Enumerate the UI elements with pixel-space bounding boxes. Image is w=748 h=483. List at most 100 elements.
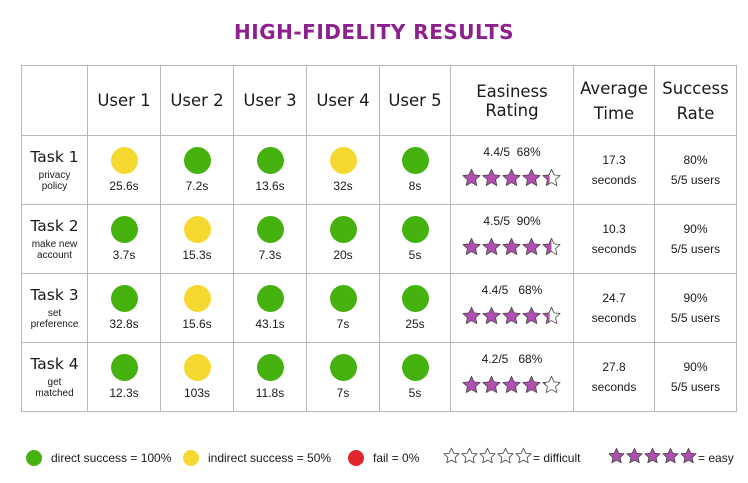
indirect-dot-icon [329,147,357,174]
easiness-cell: 4.4/5 68% [450,273,574,343]
success-dot-icon [329,285,357,312]
user-result-cell: 20s [306,204,380,274]
avg-time-cell: 10.3 seconds [573,204,655,274]
user-result-cell: 15.6s [160,273,234,343]
legend-fail: fail = 0% [348,446,419,470]
success-rate-cell: 90% 5/5 users [654,273,737,343]
completion-time: 20s [333,248,353,262]
success-dot-icon [401,147,429,174]
task-label-cell: Task 1 privacy policy [21,135,88,205]
yellow-dot-icon [183,450,199,466]
completion-time: 5s [408,248,422,262]
task-label-cell: Task 2 make new account [21,204,88,274]
user-result-cell: 11.8s [233,342,307,412]
user-result-cell: 7.3s [233,204,307,274]
completion-time: 7.2s [185,179,209,193]
task-label-cell: Task 3 set preference [21,273,88,343]
legend-fail-label: fail = 0% [373,451,420,465]
legend-difficult-label: = difficult [533,451,581,465]
success-rate-value: 90% [683,222,708,236]
success-dot-icon [256,147,284,174]
avg-time-value: 27.8 [602,360,626,374]
success-users: 5/5 users [670,173,721,187]
success-dot-icon [110,285,138,312]
red-dot-icon [348,450,364,466]
success-dot-icon [401,216,429,243]
avg-time-header-line2: Time [593,103,635,123]
rating-stars-icon [451,306,573,332]
task-title: Task 2 [30,217,79,235]
success-dot-icon [256,285,284,312]
user-result-cell: 32.8s [87,273,161,343]
user-result-cell: 25.6s [87,135,161,205]
user-result-cell: 7.2s [160,135,234,205]
completion-time: 25.6s [109,179,139,193]
success-rate-header-line2: Rate [676,103,715,123]
easiness-rating: 4.4/5 68% [481,282,543,297]
user-result-cell: 12.3s [87,342,161,412]
results-table: User 1 User 2 User 3 User 4 User 5 Easin… [21,65,737,412]
success-dot-icon [110,216,138,243]
completion-time: 7.3s [258,248,282,262]
full-stars-icon [608,447,698,469]
completion-time: 103s [183,386,211,400]
task-row: Task 3 set preference 32.8s 15.6s 43.1s 7s 25s 4… [21,273,737,343]
avg-time-value: 24.7 [602,291,626,305]
task-subtitle-line2: matched [35,388,74,399]
user-result-cell: 7s [306,342,380,412]
green-dot-icon [26,450,42,466]
avg-time-cell: 27.8 seconds [573,342,655,412]
task-title: Task 1 [30,148,79,166]
corner-cell [21,65,88,136]
task-row: Task 2 make new account 3.7s 15.3s 7.3s 20s 5s 4… [21,204,737,274]
success-dot-icon [110,354,138,381]
user-result-cell: 7s [306,273,380,343]
legend: direct success = 100% indirect success =… [0,446,748,470]
easiness-rating: 4.2/5 68% [481,351,543,366]
task-subtitle-line2: policy [41,181,68,192]
user-result-cell: 5s [379,204,451,274]
task-title: Task 4 [30,355,79,373]
legend-indirect-label: indirect success = 50% [208,451,332,465]
task-subtitle: set preference [22,308,87,330]
completion-time: 13.6s [255,179,285,193]
user-2-header: User 2 [160,65,234,136]
completion-time: 15.3s [182,248,212,262]
user-3-header: User 3 [233,65,307,136]
avg-time-unit: seconds [591,242,637,256]
completion-time: 32.8s [109,317,139,331]
avg-time-cell: 24.7 seconds [573,273,655,343]
task-subtitle-line2: preference [30,319,79,330]
task-subtitle-line1: set [47,308,62,319]
success-users: 5/5 users [670,311,721,325]
legend-difficult: = difficult [443,446,580,470]
success-rate-header: Success Rate [654,65,737,136]
user-result-cell: 5s [379,342,451,412]
completion-time: 12.3s [109,386,139,400]
completion-time: 5s [408,386,422,400]
success-dot-icon [329,354,357,381]
success-dot-icon [329,216,357,243]
task-subtitle: privacy policy [22,170,87,192]
completion-time: 43.1s [255,317,285,331]
easiness-cell: 4.5/5 90% [450,204,574,274]
completion-time: 3.7s [112,248,136,262]
legend-indirect: indirect success = 50% [183,446,331,470]
easiness-rating: 4.4/5 68% [483,144,541,159]
task-row: Task 1 privacy policy 25.6s 7.2s 13.6s 32s 8s 4.… [21,135,737,205]
page-title: HIGH-FIDELITY RESULTS [234,20,514,44]
task-subtitle: make new account [22,239,87,261]
avg-time-unit: seconds [591,173,637,187]
completion-time: 32s [333,179,353,193]
user-result-cell: 8s [379,135,451,205]
easiness-cell: 4.4/5 68% [450,135,574,205]
completion-time: 7s [336,317,350,331]
completion-time: 7s [336,386,350,400]
user-result-cell: 43.1s [233,273,307,343]
success-rate-value: 80% [683,153,708,167]
success-dot-icon [256,354,284,381]
task-subtitle-line1: get [47,377,62,388]
task-title: Task 3 [30,286,79,304]
easiness-cell: 4.2/5 68% [450,342,574,412]
success-rate-cell: 80% 5/5 users [654,135,737,205]
